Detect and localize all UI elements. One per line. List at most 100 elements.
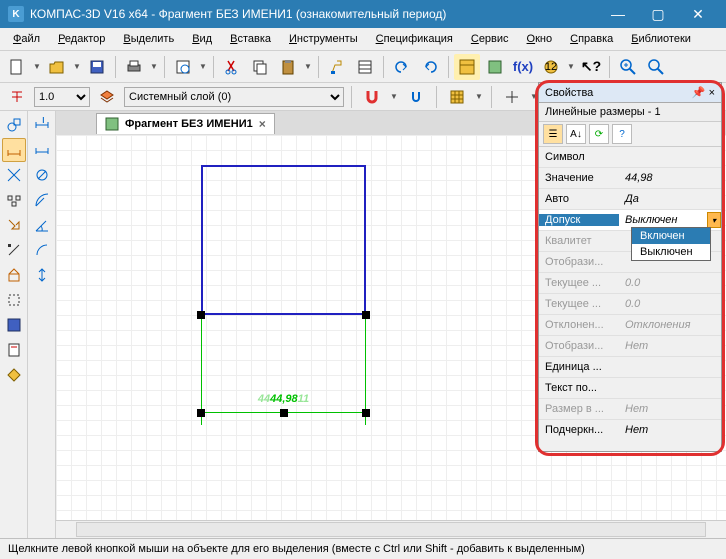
close-button[interactable]: ✕: [678, 0, 718, 28]
linear-dimension[interactable]: 4444,9811: [201, 315, 366, 425]
preview-dropdown[interactable]: ▼: [198, 54, 208, 80]
measure-dropdown[interactable]: ▼: [566, 54, 576, 80]
print-dropdown[interactable]: ▼: [149, 54, 159, 80]
menu-вставка[interactable]: Вставка: [223, 30, 278, 48]
angular-dim-button[interactable]: [30, 213, 54, 237]
new-doc-button[interactable]: [4, 54, 30, 80]
reports-button[interactable]: [2, 338, 26, 362]
horizontal-scrollbar-row: [56, 520, 726, 538]
snap-settings-button[interactable]: [403, 84, 429, 110]
spec-button[interactable]: [2, 313, 26, 337]
prop-row[interactable]: Отобрази...Нет: [539, 336, 721, 357]
prop-row[interactable]: Символ: [539, 147, 721, 168]
arc-dim-button[interactable]: [30, 238, 54, 262]
zoom-fit-button[interactable]: [643, 54, 669, 80]
equations-button[interactable]: [482, 54, 508, 80]
undo-button[interactable]: [389, 54, 415, 80]
zoom-in-button[interactable]: [615, 54, 641, 80]
insert-button[interactable]: [2, 363, 26, 387]
measure-tools-button[interactable]: [2, 263, 26, 287]
prop-dropdown-button[interactable]: ▾: [707, 212, 721, 228]
horizontal-scrollbar[interactable]: [76, 522, 706, 537]
prop-row[interactable]: Текст по...: [539, 378, 721, 399]
paste-dropdown[interactable]: ▼: [303, 54, 313, 80]
menu-спецификация[interactable]: Спецификация: [369, 30, 460, 48]
dimensions-button[interactable]: [2, 138, 26, 162]
auto-dim-button[interactable]: T: [30, 113, 54, 137]
drawn-rectangle[interactable]: [201, 165, 366, 315]
paste-button[interactable]: [275, 54, 301, 80]
new-doc-dropdown[interactable]: ▼: [32, 54, 42, 80]
select-button[interactable]: [2, 288, 26, 312]
preview-button[interactable]: [170, 54, 196, 80]
cut-button[interactable]: [219, 54, 245, 80]
current-state-button[interactable]: [4, 84, 30, 110]
prop-value: Нет: [619, 403, 721, 415]
dropdown-option[interactable]: Включен: [632, 228, 710, 244]
menu-выделить[interactable]: Выделить: [116, 30, 181, 48]
format-painter-button[interactable]: [324, 54, 350, 80]
menu-сервис[interactable]: Сервис: [464, 30, 516, 48]
document-tab[interactable]: Фрагмент БЕЗ ИМЕНИ1 ×: [96, 113, 275, 134]
linear-dim-button[interactable]: [30, 138, 54, 162]
params-button[interactable]: [2, 238, 26, 262]
alphabetical-button[interactable]: A↓: [566, 124, 586, 144]
function-button[interactable]: f(x): [510, 54, 536, 80]
document-tab-close[interactable]: ×: [259, 117, 266, 131]
prop-name: Единица ...: [539, 361, 619, 373]
scale-select[interactable]: 1.0: [34, 87, 90, 107]
ortho-button[interactable]: [499, 84, 525, 110]
properties-button[interactable]: [352, 54, 378, 80]
variables-button[interactable]: [454, 54, 480, 80]
open-dropdown[interactable]: ▼: [72, 54, 82, 80]
grid-dropdown[interactable]: ▼: [474, 84, 484, 110]
prop-row[interactable]: Размер в ...Нет: [539, 399, 721, 420]
diameter-dim-button[interactable]: [30, 163, 54, 187]
save-button[interactable]: [84, 54, 110, 80]
snap-dropdown[interactable]: ▼: [389, 84, 399, 110]
menu-библиотеки[interactable]: Библиотеки: [624, 30, 698, 48]
prop-row[interactable]: Значение44,98: [539, 168, 721, 189]
edit-tools-button[interactable]: [2, 213, 26, 237]
menu-вид[interactable]: Вид: [185, 30, 219, 48]
categorized-button[interactable]: ☰: [543, 124, 563, 144]
menu-редактор[interactable]: Редактор: [51, 30, 112, 48]
properties-header[interactable]: Свойства 📌 ×: [539, 83, 721, 103]
help-props-button[interactable]: ?: [612, 124, 632, 144]
prop-row[interactable]: Текущее ...0.0: [539, 273, 721, 294]
geometry-button[interactable]: [2, 113, 26, 137]
grid-button[interactable]: [444, 84, 470, 110]
document-tab-label: Фрагмент БЕЗ ИМЕНИ1: [125, 118, 253, 130]
prop-row[interactable]: Отклонен...Отклонения: [539, 315, 721, 336]
prop-row[interactable]: Единица ...: [539, 357, 721, 378]
titlebar: K КОМПАС-3D V16 x64 - Фрагмент БЕЗ ИМЕНИ…: [0, 0, 726, 28]
refresh-props-button[interactable]: ⟳: [589, 124, 609, 144]
measure-button[interactable]: 12: [538, 54, 564, 80]
copy-button[interactable]: [247, 54, 273, 80]
menu-окно[interactable]: Окно: [520, 30, 560, 48]
open-button[interactable]: [44, 54, 70, 80]
prop-name: Текущее ...: [539, 298, 619, 310]
prop-row[interactable]: АвтоДа: [539, 189, 721, 210]
layer-select[interactable]: Системный слой (0): [124, 87, 344, 107]
help-cursor-button[interactable]: ↖?: [578, 54, 604, 80]
redo-button[interactable]: [417, 54, 443, 80]
prop-value: Отклонения: [619, 319, 721, 331]
height-dim-button[interactable]: [30, 263, 54, 287]
prop-row[interactable]: Текущее ...0.0: [539, 294, 721, 315]
minimize-button[interactable]: —: [598, 0, 638, 28]
menu-инструменты[interactable]: Инструменты: [282, 30, 365, 48]
prop-row[interactable]: Подчеркн...Нет: [539, 420, 721, 437]
dimension-text: 4444,9811: [201, 389, 366, 407]
dropdown-option[interactable]: Выключен: [632, 244, 710, 260]
menu-справка[interactable]: Справка: [563, 30, 620, 48]
radial-dim-button[interactable]: [30, 188, 54, 212]
pin-icon[interactable]: 📌 ×: [692, 86, 715, 99]
menu-файл[interactable]: Файл: [6, 30, 47, 48]
layers-button[interactable]: [94, 84, 120, 110]
construction-button[interactable]: [2, 188, 26, 212]
snap-toggle-button[interactable]: [359, 84, 385, 110]
notation-button[interactable]: [2, 163, 26, 187]
maximize-button[interactable]: ▢: [638, 0, 678, 28]
print-button[interactable]: [121, 54, 147, 80]
